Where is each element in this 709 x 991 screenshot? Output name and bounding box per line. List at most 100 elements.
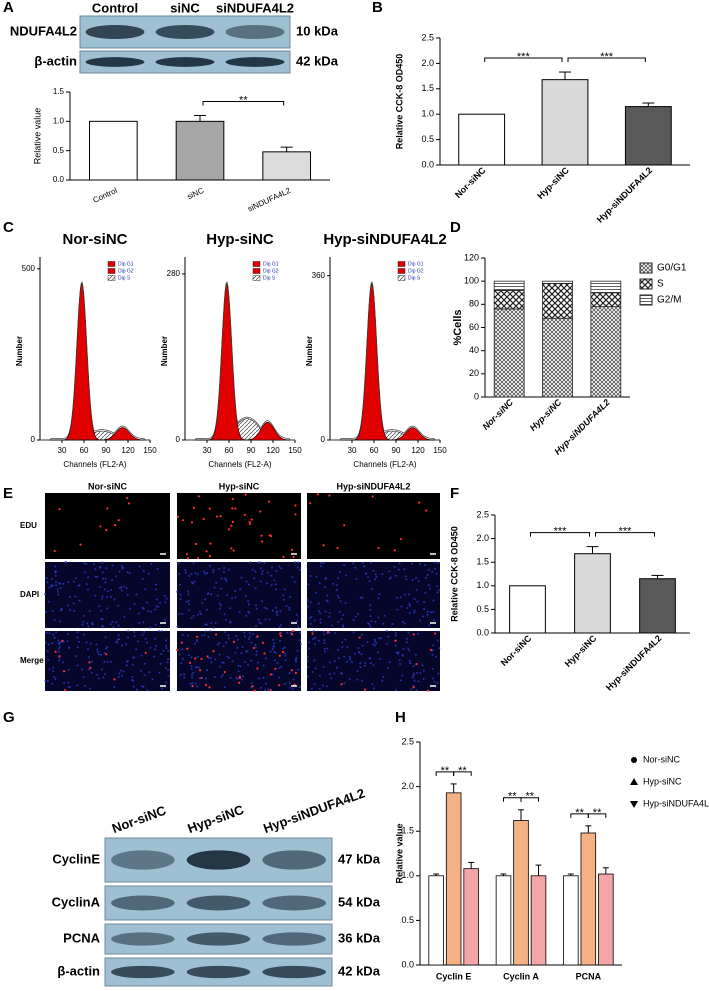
nucleus (422, 615, 425, 618)
nucleus (273, 659, 276, 662)
nucleus (190, 581, 193, 584)
nucleus (143, 630, 146, 633)
nucleus (155, 598, 158, 601)
nucleus (125, 664, 128, 667)
edu-cell (113, 678, 116, 681)
nucleus (62, 661, 65, 664)
nucleus (436, 585, 439, 588)
edu-cell (186, 557, 190, 560)
nucleus (220, 675, 223, 678)
nucleus (254, 646, 257, 649)
nucleus (206, 592, 209, 595)
nucleus (208, 564, 211, 567)
nucleus (57, 648, 60, 651)
nucleus (399, 662, 402, 665)
nucleus (179, 673, 182, 676)
legend-swatch (252, 275, 261, 281)
legend-label: Dip G1 (118, 261, 134, 267)
nucleus (160, 687, 163, 690)
nucleus (148, 671, 151, 674)
nucleus (372, 664, 375, 667)
bar-segment (542, 317, 573, 398)
nucleus (187, 634, 190, 637)
nucleus (91, 621, 94, 624)
edu-cell (327, 630, 330, 634)
nucleus (373, 638, 376, 641)
nucleus (407, 647, 410, 650)
nucleus (249, 561, 252, 564)
blot-band (155, 57, 215, 67)
legend-swatch (639, 294, 653, 306)
nucleus (326, 647, 329, 650)
nucleus (106, 660, 109, 663)
edu-cell (250, 518, 253, 521)
nucleus (62, 582, 65, 585)
nucleus (253, 577, 256, 580)
nucleus (94, 568, 97, 571)
nucleus (401, 620, 404, 623)
nucleus (190, 673, 193, 676)
nucleus (423, 564, 426, 567)
nucleus (294, 658, 297, 661)
nucleus (202, 570, 205, 573)
y-tick-label: 2.0 (401, 781, 414, 791)
bar-segment (493, 290, 525, 310)
nucleus (218, 653, 221, 656)
nucleus (110, 588, 113, 591)
nucleus (101, 561, 104, 564)
nucleus (181, 657, 184, 660)
protein-label: CyclinE (52, 851, 100, 866)
nucleus (247, 599, 250, 602)
nucleus (377, 616, 380, 619)
nucleus (111, 579, 114, 582)
nucleus (118, 672, 121, 675)
nucleus (111, 620, 114, 623)
edu-cell (377, 546, 380, 549)
nucleus (66, 633, 69, 636)
nucleus (395, 689, 398, 692)
nucleus (201, 634, 204, 637)
nucleus (245, 614, 248, 617)
nucleus (109, 660, 112, 663)
significance-label: ** (458, 765, 467, 777)
blot-band (186, 965, 251, 979)
significance-label: *** (517, 51, 531, 63)
x-tick-label: 60 (80, 446, 89, 455)
nucleus (154, 637, 157, 640)
nucleus (306, 656, 309, 659)
x-tick-label: 60 (370, 446, 379, 455)
nucleus (101, 595, 104, 598)
nucleus (72, 580, 75, 583)
nucleus (190, 665, 193, 668)
nucleus (140, 654, 143, 657)
nucleus (335, 666, 338, 669)
nucleus (231, 660, 234, 663)
nucleus (229, 621, 232, 624)
nucleus (191, 676, 194, 679)
nucleus (263, 606, 266, 609)
nucleus (90, 671, 93, 674)
nucleus (422, 677, 425, 680)
legend-label: Dip G2 (408, 268, 424, 274)
nucleus (59, 620, 62, 623)
nucleus (48, 668, 51, 671)
edu-cell (238, 675, 241, 678)
nucleus (137, 640, 140, 643)
nucleus (251, 633, 254, 636)
nucleus (413, 679, 416, 682)
nucleus (126, 571, 129, 574)
edu-cell (208, 555, 212, 558)
nucleus (309, 575, 312, 578)
nucleus (55, 584, 58, 587)
y-tick-label: 0.0 (53, 175, 65, 184)
nucleus (257, 618, 260, 621)
nucleus (368, 657, 371, 660)
edu-cell (197, 556, 200, 560)
nucleus (144, 637, 147, 640)
y-tick-label: 0 (474, 391, 479, 401)
dip-g2 (185, 421, 296, 441)
nucleus (111, 564, 114, 567)
y-tick-label: 1.5 (53, 87, 65, 96)
x-tick-label: Control (92, 186, 119, 205)
legend-label: S (657, 279, 664, 290)
